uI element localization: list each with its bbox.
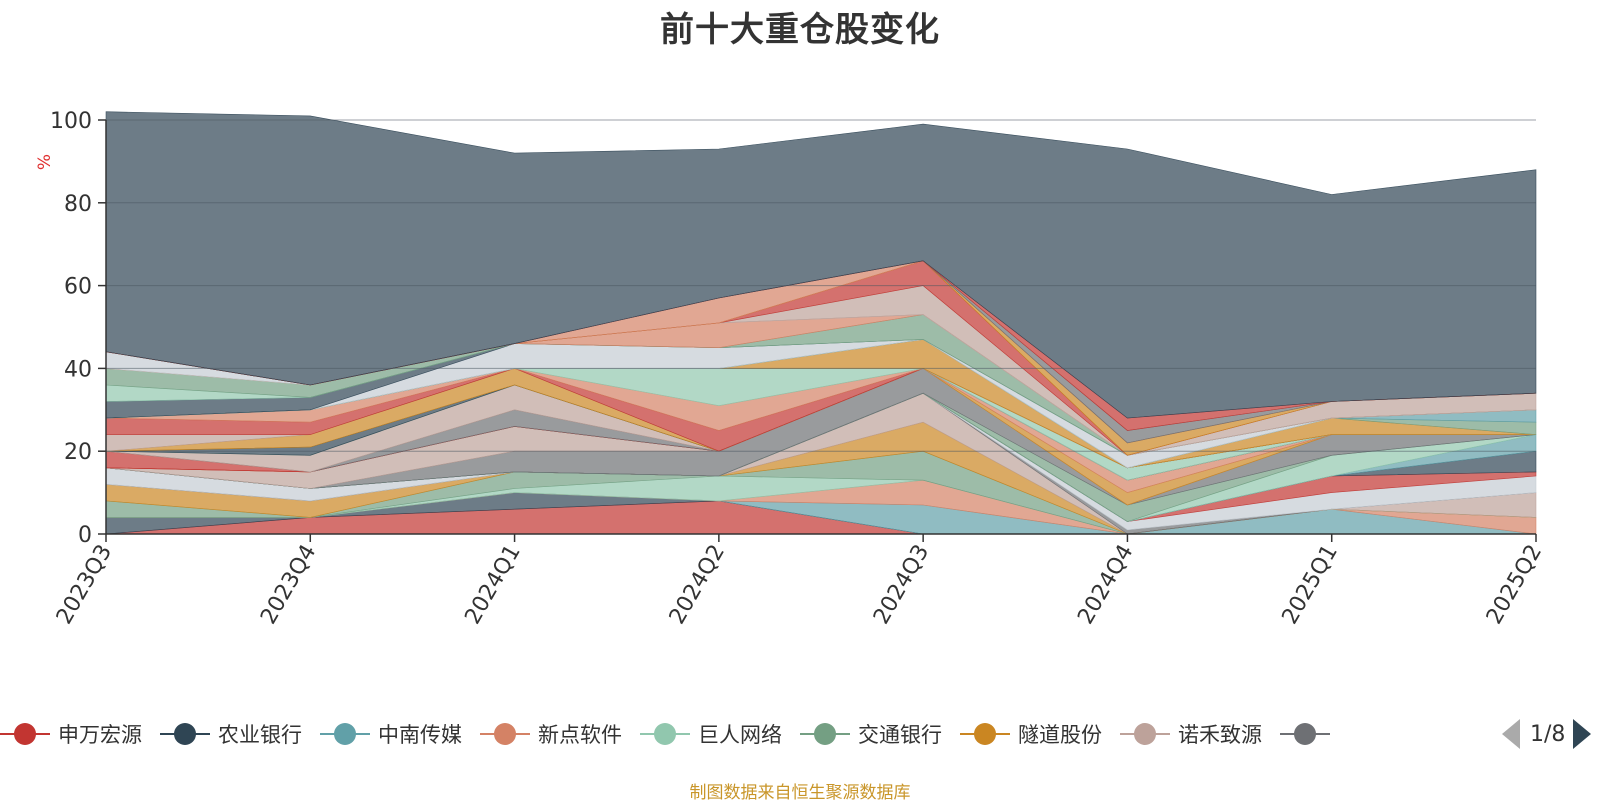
legend-label: 交通银行 (858, 723, 942, 747)
stacked-area-chart: 0 20 40 60 80 100% 2023Q3 2023Q4 2024Q1 2024Q2 202… (35, 109, 1547, 629)
legend-item[interactable]: 隧道股份 (960, 716, 1102, 752)
legend-item-truncated[interactable] (1280, 716, 1338, 752)
legend-marker-icon (480, 722, 530, 746)
y-tick-label: 80 (64, 192, 92, 217)
x-tick-label: 2024Q1 (460, 541, 525, 629)
y-tick-label: 60 (64, 275, 92, 300)
source-note: 制图数据来自恒生聚源数据库 (689, 783, 911, 803)
chart-title: 前十大重仓股变化 (660, 10, 940, 50)
legend-item[interactable]: 农业银行 (160, 716, 302, 752)
legend-marker-icon (640, 722, 690, 746)
legend-label: 申万宏源 (58, 723, 142, 747)
y-axis-label: % (35, 154, 55, 170)
legend: 申万宏源 农业银行 中南传媒 新点软件 巨人网络 交通银行 隧道股份 诺禾致源 (0, 716, 1500, 752)
legend-marker-icon (960, 722, 1010, 746)
legend-pager: 1/8 (1500, 716, 1600, 752)
y-tick-label: 20 (64, 440, 92, 465)
legend-next-icon[interactable] (1573, 719, 1592, 749)
y-tick-label: 40 (64, 357, 92, 382)
grid-lines (106, 119, 1536, 535)
y-tick-label: 0 (78, 523, 92, 548)
legend-item[interactable]: 交通银行 (800, 716, 942, 752)
legend-marker-icon (800, 722, 850, 746)
legend-marker-icon (1120, 722, 1170, 746)
legend-label: 农业银行 (218, 723, 302, 747)
x-tick-label: 2024Q3 (869, 541, 934, 629)
x-tick-label: 2023Q3 (52, 541, 117, 629)
legend-label: 中南传媒 (378, 723, 462, 747)
legend-marker-icon (160, 722, 210, 746)
area-series-47 (105, 111, 1537, 419)
legend-label: 诺禾致源 (1178, 723, 1262, 747)
legend-page-indicator: 1/8 (1530, 721, 1566, 747)
legend-label: 巨人网络 (698, 723, 782, 747)
legend-item[interactable]: 申万宏源 (0, 716, 142, 752)
legend-label: 隧道股份 (1018, 723, 1102, 747)
x-tick-label: 2024Q2 (665, 541, 730, 629)
legend-item[interactable]: 巨人网络 (640, 716, 782, 752)
legend-item[interactable]: 新点软件 (480, 716, 622, 752)
legend-marker-icon (0, 722, 50, 746)
x-tick-label: 2024Q4 (1073, 541, 1138, 629)
x-tick-label: 2025Q1 (1278, 541, 1343, 629)
legend-prev-icon[interactable] (1502, 719, 1520, 749)
legend-item[interactable]: 中南传媒 (320, 716, 462, 752)
legend-marker-icon (1280, 722, 1330, 746)
y-tick-label: 100 (50, 109, 92, 134)
x-tick-label: 2025Q2 (1482, 541, 1547, 629)
x-tick-label: 2023Q4 (256, 541, 321, 629)
legend-marker-icon (320, 722, 370, 746)
legend-item[interactable]: 诺禾致源 (1120, 716, 1262, 752)
legend-label: 新点软件 (538, 723, 622, 747)
plot-areas (105, 111, 1537, 535)
